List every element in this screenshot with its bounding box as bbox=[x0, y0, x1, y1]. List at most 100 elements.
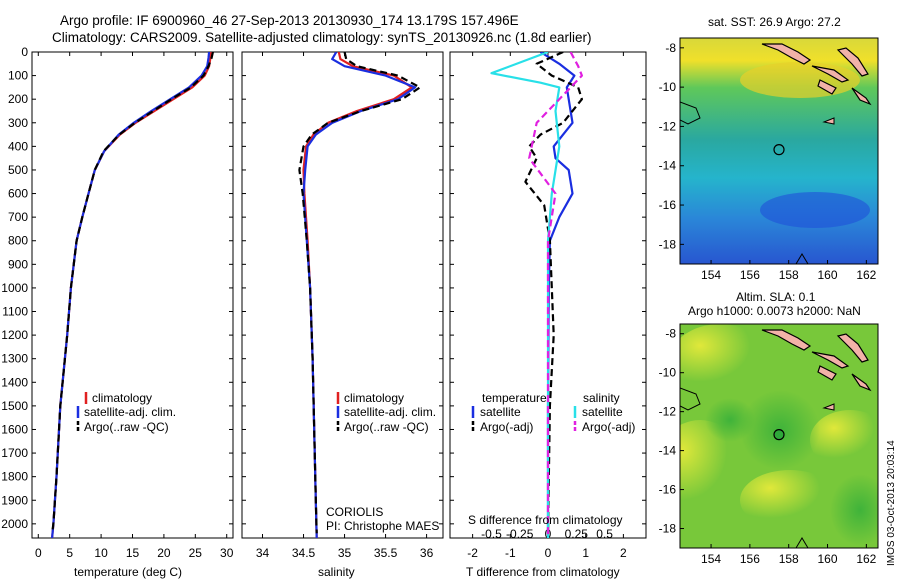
legend-title-salinity: salinity bbox=[583, 391, 620, 405]
map-xtick-label: 162 bbox=[856, 268, 876, 282]
sla-map-panel: Altim. SLA: 0.1 Argo h1000: 0.0073 h2000… bbox=[659, 290, 879, 566]
legend-label-satellite: satellite-adj. clim. bbox=[344, 405, 436, 419]
map-xtick-label: 158 bbox=[779, 552, 799, 566]
map-ytick-label: -16 bbox=[659, 198, 677, 212]
xtick-label: 0 bbox=[545, 546, 552, 560]
sst-cool-patch bbox=[760, 192, 870, 228]
difference-series bbox=[490, 52, 584, 538]
depth-tick-label: 2000 bbox=[1, 517, 28, 531]
map-ytick-label: -12 bbox=[659, 119, 677, 133]
coastline bbox=[680, 387, 701, 411]
island-shape bbox=[817, 365, 837, 381]
temperature-xlabel: temperature (deg C) bbox=[74, 565, 182, 579]
sla-map-ticks: 154 156 158 160 162 -8 -10 -12 -14 -16 -18 bbox=[659, 327, 877, 566]
series-line-temperature-argo-adj- bbox=[524, 52, 584, 534]
map-ytick-label: -18 bbox=[659, 522, 677, 536]
legend-label-sal-argo: Argo(-adj) bbox=[582, 420, 635, 434]
depth-tick-label: 1200 bbox=[1, 328, 28, 342]
depth-tick-label: 1400 bbox=[1, 375, 28, 389]
xtick-label: 20 bbox=[157, 546, 171, 560]
map-xtick-label: 154 bbox=[701, 552, 721, 566]
map-xtick-label: 156 bbox=[740, 268, 760, 282]
depth-tick-label: 1500 bbox=[1, 399, 28, 413]
map-xtick-label: 160 bbox=[818, 268, 838, 282]
island-shape bbox=[851, 87, 872, 106]
legend-label-argo: Argo(..raw -QC) bbox=[344, 420, 429, 434]
xtick-label: 34.5 bbox=[292, 546, 316, 560]
xtick-label: 36 bbox=[420, 546, 434, 560]
salinity-xlabel: salinity bbox=[318, 565, 355, 579]
temperature-legend: climatology satellite-adj. clim. Argo(..… bbox=[76, 391, 176, 434]
temperature-panel: 0 5 10 15 20 25 30 temperature (deg C) climato… bbox=[31, 51, 234, 579]
depth-tick-label: 1700 bbox=[1, 446, 28, 460]
depth-tick-label: 400 bbox=[8, 139, 28, 153]
map-xtick-label: 160 bbox=[818, 552, 838, 566]
sla-high-patch bbox=[810, 410, 878, 470]
xtick-label: -1 bbox=[505, 546, 516, 560]
salinity-xticks: 34 34.5 35 35.5 36 bbox=[242, 51, 443, 560]
depth-tick-label: 1800 bbox=[1, 470, 28, 484]
coastline bbox=[795, 253, 809, 264]
legend-title-temperature: temperature bbox=[482, 391, 547, 405]
temperature-xticks: 0 5 10 15 20 25 30 bbox=[32, 51, 234, 560]
difference-legend-temperature: temperature satellite Argo(-adj) bbox=[471, 391, 547, 434]
sla-map-frame bbox=[679, 323, 879, 549]
temperature-series bbox=[51, 52, 214, 538]
map-ytick-label: -14 bbox=[659, 444, 677, 458]
top-xtick-label: -0.5 bbox=[481, 527, 502, 541]
depth-tick-label: 0 bbox=[21, 45, 28, 59]
coastline bbox=[680, 101, 701, 125]
depth-tick-label: 500 bbox=[8, 163, 28, 177]
difference-xlabel: T difference from climatology bbox=[466, 565, 620, 579]
depth-tick-label: 100 bbox=[8, 69, 28, 83]
sla-high-patch bbox=[680, 420, 745, 520]
series-line-argo-raw-qc- bbox=[51, 52, 214, 534]
sla-low-patch bbox=[705, 398, 755, 442]
island-shape bbox=[811, 351, 850, 369]
xtick-label: 2 bbox=[620, 546, 627, 560]
depth-tick-label: 900 bbox=[8, 257, 28, 271]
map-ytick-label: -12 bbox=[659, 405, 677, 419]
salinity-series bbox=[298, 52, 422, 538]
depth-tick-label: 1000 bbox=[1, 281, 28, 295]
difference-xticks: -2 -1 0 1 2-0.5 -0.25 0 0.25 0.5 bbox=[450, 51, 646, 560]
top-xtick-label: 0.25 bbox=[565, 527, 589, 541]
xtick-label: 25 bbox=[189, 546, 203, 560]
sst-heatmap bbox=[680, 38, 878, 264]
xtick-label: 30 bbox=[220, 546, 234, 560]
salinity-legend: climatology satellite-adj. clim. Argo(..… bbox=[336, 391, 436, 434]
map-xtick-label: 158 bbox=[779, 268, 799, 282]
xtick-label: 1 bbox=[582, 546, 589, 560]
xtick-label: 0 bbox=[35, 546, 42, 560]
depth-tick-label: 300 bbox=[8, 116, 28, 130]
difference-legend-salinity: salinity satellite Argo(-adj) bbox=[573, 391, 635, 434]
island-shape bbox=[761, 329, 812, 351]
imos-timestamp: IMOS 03-Oct-2013 20:03:14 bbox=[886, 440, 897, 566]
xtick-label: 35 bbox=[338, 546, 352, 560]
depth-tick-label: 1600 bbox=[1, 422, 28, 436]
argo-location-marker bbox=[773, 429, 785, 441]
map-ytick-label: -14 bbox=[659, 159, 677, 173]
xtick-label: 15 bbox=[126, 546, 140, 560]
map-ytick-label: -16 bbox=[659, 483, 677, 497]
header-line2: Climatology: CARS2009. Satellite-adjuste… bbox=[52, 30, 592, 45]
coastline bbox=[795, 537, 809, 548]
xtick-label: 10 bbox=[94, 546, 108, 560]
map-xtick-label: 162 bbox=[856, 552, 876, 566]
legend-label-satellite: satellite-adj. clim. bbox=[84, 405, 176, 419]
legend-label-sal-satellite: satellite bbox=[582, 405, 623, 419]
island-shape bbox=[822, 403, 835, 411]
map-xtick-label: 154 bbox=[701, 268, 721, 282]
xtick-label: 35.5 bbox=[374, 546, 398, 560]
map-ytick-label: -10 bbox=[659, 80, 677, 94]
depth-axis-labels: 0 100 200 300 400 500 600 700 800 900 1000 1100 1200… bbox=[1, 45, 28, 531]
legend-label-climatology: climatology bbox=[92, 391, 152, 405]
island-shape bbox=[851, 373, 872, 392]
pi-label: PI: Christophe MAES bbox=[326, 519, 439, 533]
legend-label-temp-satellite: satellite bbox=[480, 405, 521, 419]
sla-low-patch bbox=[830, 474, 878, 546]
depth-tick-label: 200 bbox=[8, 92, 28, 106]
top-xtick-label: -0.25 bbox=[506, 527, 534, 541]
header-line1: Argo profile: IF 6900960_46 27-Sep-2013 … bbox=[60, 13, 519, 28]
